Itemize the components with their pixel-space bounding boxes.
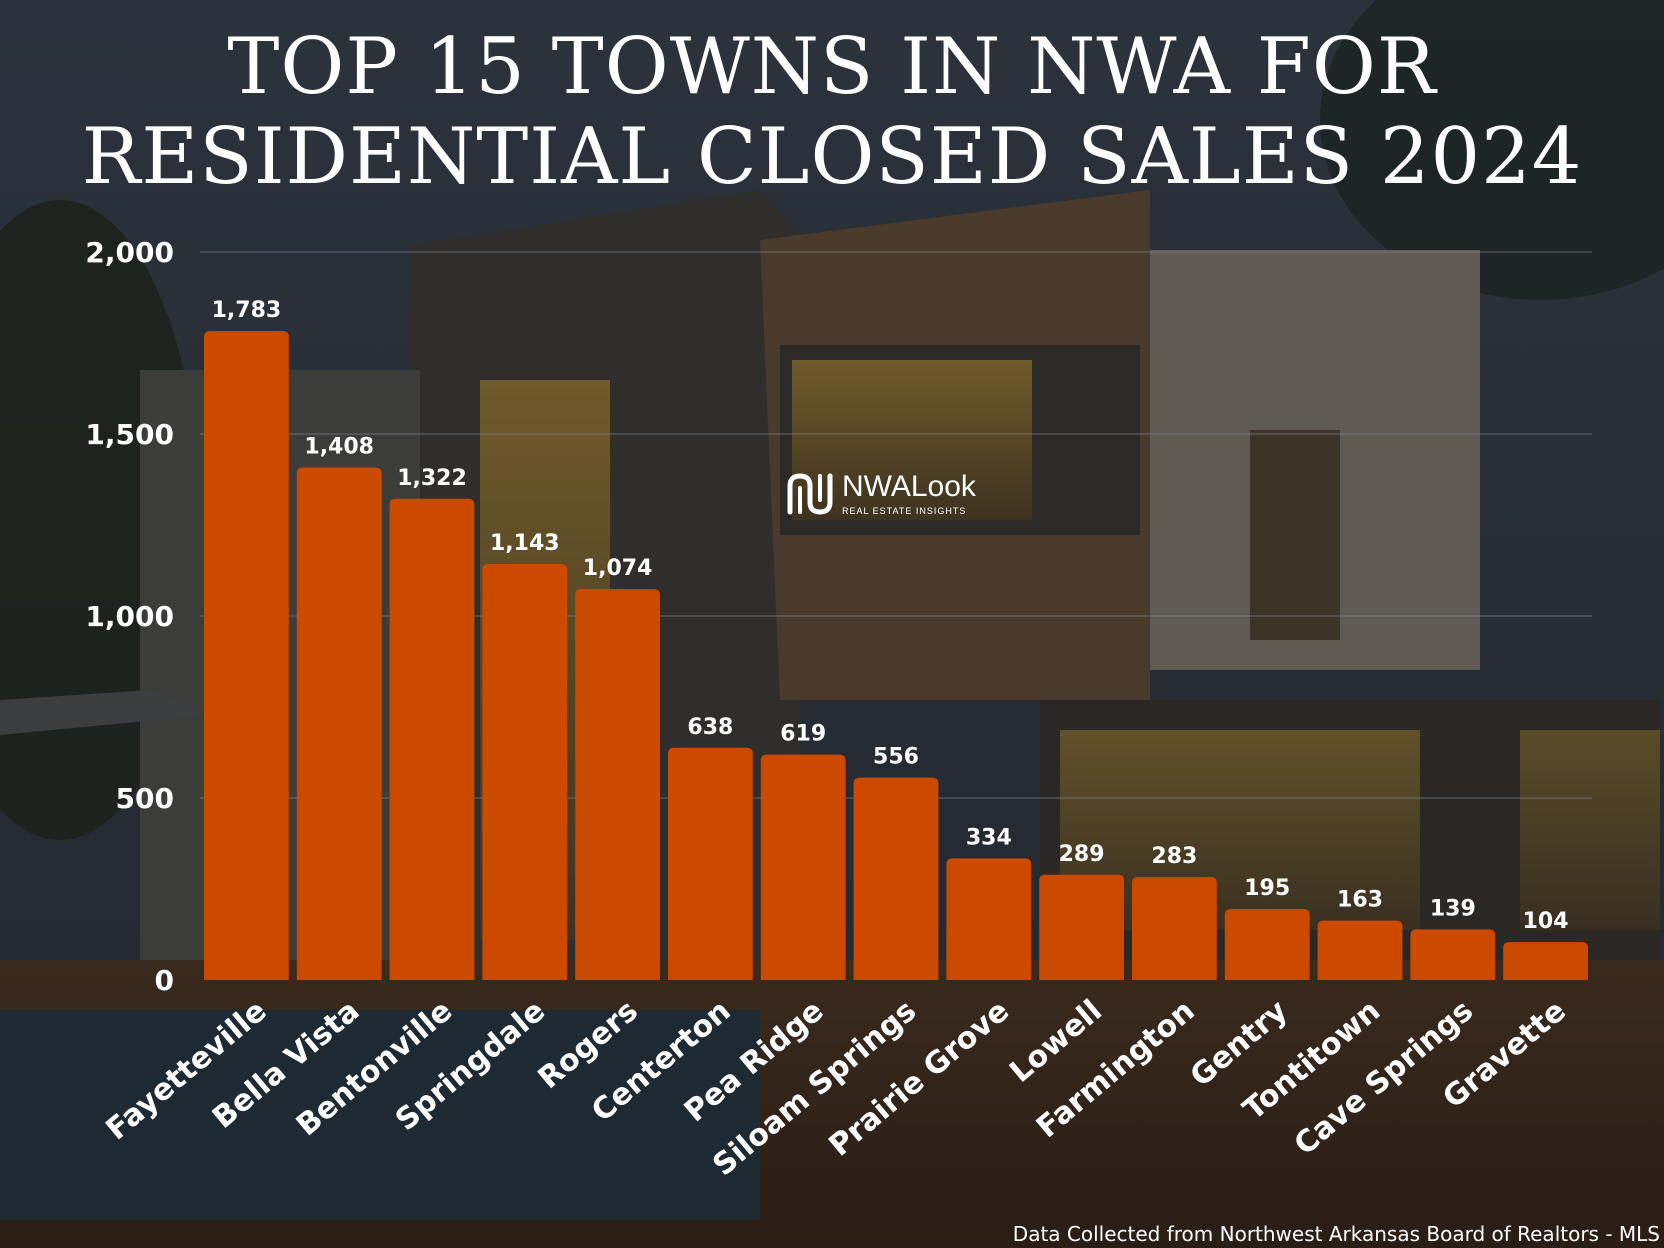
bar-value-label: 163 [1337, 888, 1383, 913]
bar-value-label: 283 [1151, 844, 1197, 869]
x-category-label: Farmington [1030, 993, 1201, 1145]
bar-farmington [1132, 876, 1217, 980]
bar-bentonville [389, 498, 475, 980]
bar-value-label: 1,143 [490, 531, 560, 556]
title-line-1: TOP 15 TOWNS IN NWA FOR [227, 22, 1437, 112]
bar-value-label: 1,322 [397, 466, 467, 491]
bar-pea-ridge [760, 754, 846, 980]
y-tick-label: 500 [116, 782, 174, 815]
y-tick-label: 0 [155, 964, 174, 997]
bar-value-label: 556 [873, 745, 919, 770]
bar-value-label: 638 [687, 715, 733, 740]
bar-springdale [482, 563, 568, 980]
chart-title: TOP 15 TOWNS IN NWA FOR RESIDENTIAL CLOS… [0, 22, 1664, 202]
y-tick-label: 1,500 [85, 418, 174, 451]
x-category-label: Bentonville [290, 993, 459, 1143]
bar-value-label: 289 [1059, 842, 1105, 867]
bar-gravette [1503, 942, 1588, 980]
bar-value-label: 334 [966, 825, 1012, 850]
y-tick-label: 1,000 [85, 600, 174, 633]
bar-fayetteville [204, 330, 289, 980]
bar-value-label: 1,408 [304, 434, 374, 459]
bar-value-label: 195 [1244, 876, 1290, 901]
y-tick-label: 2,000 [85, 236, 174, 269]
bar-bella-vista [296, 467, 382, 980]
bar-siloam-springs [853, 777, 939, 980]
nwalook-logo: NWALook REAL ESTATE INSIGHTS [786, 470, 1006, 526]
bar-prairie-grove [946, 858, 1032, 980]
data-source-note: Data Collected from Northwest Arkansas B… [1012, 1222, 1660, 1246]
bar-cave-springs [1410, 929, 1496, 980]
logo-tagline: REAL ESTATE INSIGHTS [842, 506, 967, 516]
bar-value-label: 619 [780, 722, 826, 747]
logo-mark-icon [787, 473, 833, 515]
bar-value-label: 139 [1430, 896, 1476, 921]
bar-value-label: 104 [1523, 909, 1569, 934]
bar-rogers [575, 589, 660, 980]
bar-value-label: 1,783 [212, 298, 282, 323]
bar-value-label: 1,074 [583, 556, 653, 581]
x-category-label: Fayetteville [100, 993, 274, 1147]
bar-tontitown [1317, 920, 1403, 980]
bar-lowell [1039, 874, 1124, 980]
logo-wordmark: NWALook [842, 470, 976, 503]
bar-gentry [1224, 909, 1310, 980]
bar-centerton [668, 747, 753, 980]
title-line-2: RESIDENTIAL CLOSED SALES 2024 [81, 112, 1583, 202]
